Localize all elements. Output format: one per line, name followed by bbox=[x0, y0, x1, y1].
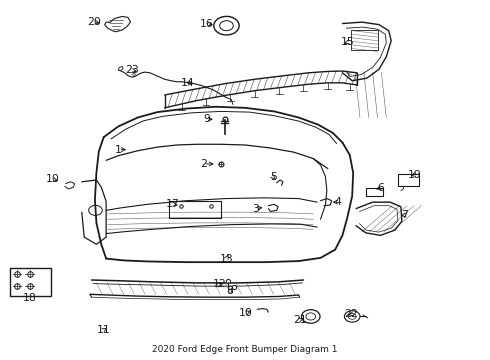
Text: 2020 Ford Edge Front Bumper Diagram 1: 2020 Ford Edge Front Bumper Diagram 1 bbox=[152, 345, 338, 354]
Bar bbox=[170, 201, 220, 218]
Text: 20: 20 bbox=[87, 17, 101, 27]
Text: 6: 6 bbox=[377, 183, 384, 193]
Text: 17: 17 bbox=[166, 199, 180, 209]
Text: 19: 19 bbox=[408, 170, 421, 180]
Text: 11: 11 bbox=[97, 325, 111, 335]
Text: 23: 23 bbox=[125, 65, 139, 75]
Text: 3: 3 bbox=[252, 203, 259, 213]
Text: 8: 8 bbox=[226, 287, 233, 296]
Text: 16: 16 bbox=[200, 18, 214, 28]
Text: 18: 18 bbox=[23, 293, 37, 303]
Text: 21: 21 bbox=[293, 315, 306, 325]
Text: 7: 7 bbox=[401, 210, 408, 220]
Text: 9: 9 bbox=[203, 114, 210, 124]
Text: 15: 15 bbox=[341, 37, 354, 48]
Text: 10: 10 bbox=[46, 174, 59, 184]
Text: 14: 14 bbox=[181, 78, 195, 88]
Text: 22: 22 bbox=[344, 309, 358, 319]
Text: 1: 1 bbox=[115, 145, 122, 155]
Text: 12: 12 bbox=[213, 279, 226, 289]
Polygon shape bbox=[105, 17, 130, 32]
Text: 5: 5 bbox=[270, 172, 277, 183]
Text: 2: 2 bbox=[200, 159, 207, 169]
Bar bbox=[351, 30, 378, 50]
Text: 13: 13 bbox=[220, 253, 233, 264]
Text: 4: 4 bbox=[334, 197, 341, 207]
Text: 10: 10 bbox=[239, 308, 253, 318]
